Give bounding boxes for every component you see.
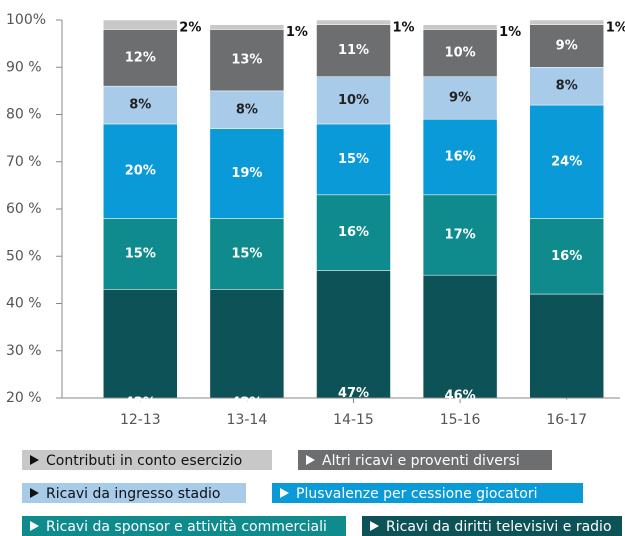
data-label: 47% xyxy=(338,386,369,401)
x-tick-label: 13-14 xyxy=(227,412,268,428)
bar-segment xyxy=(103,19,178,30)
y-tick-label: 60 % xyxy=(6,201,42,217)
y-tick-label: 40 % xyxy=(6,296,42,312)
data-label: 9% xyxy=(449,90,471,105)
legend-swatch xyxy=(272,483,583,503)
data-label: 43% xyxy=(231,395,262,410)
bar-segment xyxy=(103,85,178,125)
data-label: 17% xyxy=(445,227,476,242)
bar-segment xyxy=(316,76,391,125)
data-label: 1% xyxy=(499,25,521,40)
x-tick-label: 15-16 xyxy=(440,412,481,428)
legend-label: Altri ricavi e proventi diversi xyxy=(322,453,520,469)
bar-segment xyxy=(103,29,178,87)
y-tick-label: 80 % xyxy=(6,107,42,123)
legend-label: Contributi in conto esercizio xyxy=(46,453,242,469)
bar-segment xyxy=(209,218,285,290)
bar-segment xyxy=(529,24,604,68)
data-label: 46% xyxy=(445,388,476,403)
data-label: 12% xyxy=(125,50,156,65)
data-label: 8% xyxy=(129,98,151,113)
y-tick-label: 30 % xyxy=(6,343,42,359)
legend-label: Ricavi da ingresso stadio xyxy=(46,486,220,502)
bar-segment xyxy=(103,123,178,219)
legend-swatch xyxy=(362,516,622,536)
data-label: 1% xyxy=(393,21,415,36)
legend-swatch xyxy=(22,516,346,536)
bar-segment xyxy=(316,24,391,77)
bar-segment xyxy=(529,218,604,295)
legend-icon xyxy=(280,488,289,498)
legend-swatch xyxy=(22,450,272,470)
data-label: 10% xyxy=(338,93,369,108)
data-label: 42% xyxy=(551,398,582,413)
legend-label: Plusvalenze per cessione giocatori xyxy=(296,486,537,502)
data-label: 1% xyxy=(286,25,308,40)
bar-segment xyxy=(529,104,604,219)
legend-label: Ricavi da sponsor e attività commerciali xyxy=(46,519,327,535)
bar-segment xyxy=(103,289,178,398)
data-label: 19% xyxy=(231,166,262,181)
bar-segment xyxy=(209,289,285,398)
legend-icon xyxy=(30,455,39,465)
bar-segment xyxy=(316,270,391,398)
bar-segment xyxy=(209,90,285,129)
data-label: 15% xyxy=(338,152,369,167)
bar-segment xyxy=(529,293,604,398)
bar-segment xyxy=(529,67,604,106)
data-label: 13% xyxy=(231,53,262,68)
data-label: 11% xyxy=(338,43,369,58)
bar-segment xyxy=(316,123,391,196)
legend-swatch xyxy=(22,483,246,503)
x-tick-label: 12-13 xyxy=(120,412,161,428)
legend-swatch xyxy=(298,450,552,470)
bar-segment xyxy=(209,128,285,219)
data-label: 15% xyxy=(125,246,156,261)
legend-icon xyxy=(370,521,379,531)
data-label: 8% xyxy=(236,102,258,117)
bar-segment xyxy=(209,29,285,92)
data-label: 10% xyxy=(445,46,476,61)
data-label: 8% xyxy=(556,79,578,94)
bar-segment xyxy=(422,194,498,276)
legend-icon xyxy=(30,488,39,498)
data-label: 9% xyxy=(556,38,578,53)
bar-segment xyxy=(209,24,285,30)
y-tick-label: 50 % xyxy=(6,248,42,264)
bar-segment xyxy=(422,274,498,398)
bar-segment xyxy=(529,19,604,25)
x-tick-label: 16-17 xyxy=(546,412,587,428)
legend-icon xyxy=(306,455,315,465)
y-tick-label: 90 % xyxy=(6,59,42,75)
data-label: 24% xyxy=(551,154,582,169)
data-label: 20% xyxy=(125,164,156,179)
bar-segment xyxy=(316,19,391,25)
bar-segment xyxy=(422,24,498,30)
bar-segment xyxy=(103,218,178,290)
legend-label: Ricavi da diritti televisivi e radio xyxy=(386,519,612,535)
legend-icon xyxy=(30,521,39,531)
y-tick-label: 100% xyxy=(6,12,46,28)
bar-segment xyxy=(316,194,391,271)
data-label: 1% xyxy=(606,21,625,36)
bars xyxy=(103,19,604,398)
data-label: 43% xyxy=(125,395,156,410)
bar-segment xyxy=(422,118,498,196)
y-tick-label: 70 % xyxy=(6,154,42,170)
data-label: 16% xyxy=(338,225,369,240)
y-tick-label: 20 % xyxy=(6,390,42,406)
data-label: 16% xyxy=(445,150,476,165)
bar-segment xyxy=(422,76,498,120)
bar-segment xyxy=(422,29,498,77)
x-tick-label: 14-15 xyxy=(333,412,374,428)
data-label: 16% xyxy=(551,249,582,264)
data-label: 2% xyxy=(179,21,201,36)
data-label: 15% xyxy=(231,246,262,261)
